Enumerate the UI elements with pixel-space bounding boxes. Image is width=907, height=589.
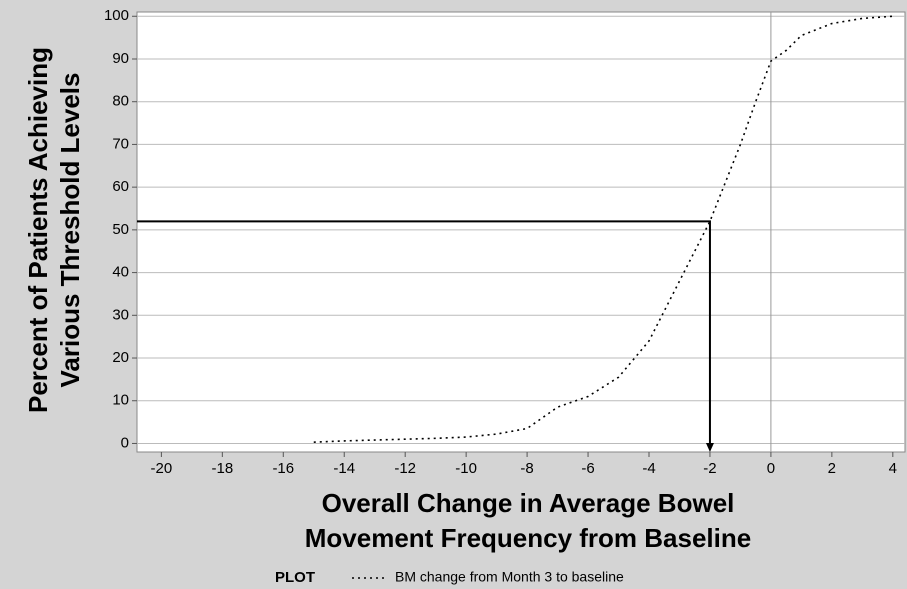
x-tick-label: -6 (581, 460, 594, 477)
x-tick-label: -2 (703, 460, 716, 477)
x-tick-label: 2 (828, 460, 836, 477)
x-axis-title: Overall Change in Average Bowel (322, 488, 735, 518)
y-tick-label: 80 (112, 93, 129, 110)
x-tick-label: -10 (455, 460, 477, 477)
y-tick-label: 30 (112, 306, 129, 323)
x-tick-label: -18 (211, 460, 233, 477)
legend-label: BM change from Month 3 to baseline (395, 569, 624, 585)
y-tick-label: 10 (112, 392, 129, 409)
data-line (313, 15, 893, 443)
x-tick-label: -16 (272, 460, 294, 477)
x-tick-label: -12 (394, 460, 416, 477)
y-tick-label: 50 (112, 221, 129, 238)
x-tick-label: -4 (642, 460, 655, 477)
legend-title: PLOT (275, 569, 315, 586)
y-tick-label: 60 (112, 178, 129, 195)
x-tick-label: -8 (520, 460, 533, 477)
y-axis-title: Percent of Patients Achieving (23, 47, 53, 413)
y-tick-label: 0 (121, 434, 129, 451)
y-tick-label: 70 (112, 135, 129, 152)
x-tick-label: 4 (889, 460, 897, 477)
y-tick-label: 100 (104, 7, 129, 24)
x-tick-label: -20 (151, 460, 173, 477)
y-axis-title: Various Threshold Levels (55, 73, 85, 388)
reference-arrow (705, 443, 714, 452)
x-tick-label: 0 (767, 460, 775, 477)
x-tick-label: -14 (333, 460, 355, 477)
plot-area (136, 11, 906, 453)
reference-line (137, 220, 711, 445)
x-axis-title: Movement Frequency from Baseline (305, 523, 751, 553)
y-tick-label: 90 (112, 50, 129, 67)
y-tick-label: 40 (112, 264, 129, 281)
y-tick-label: 20 (112, 349, 129, 366)
